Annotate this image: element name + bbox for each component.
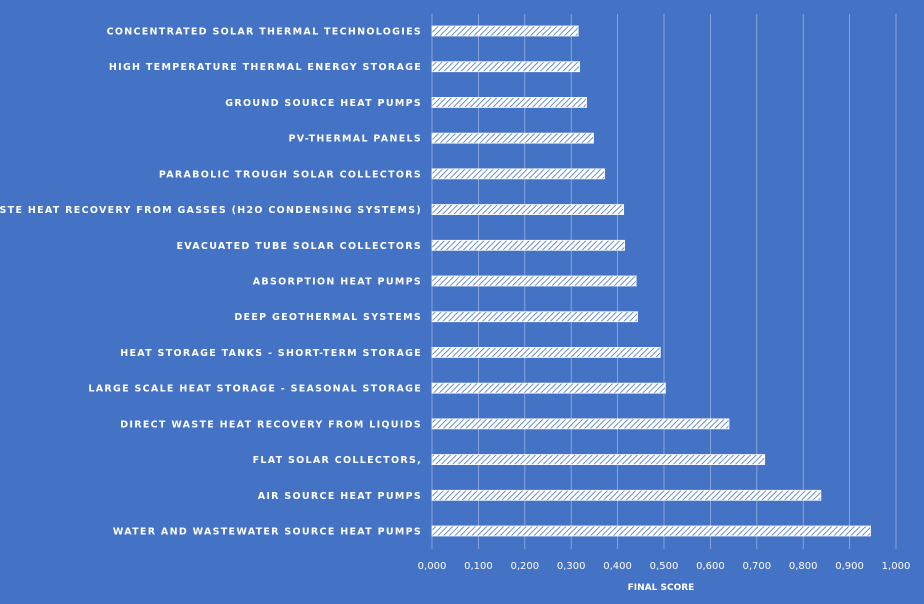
- category-label: GROUND SOURCE HEAT PUMPS: [225, 98, 422, 109]
- x-tick-label: 0,700: [742, 561, 771, 572]
- bar: [431, 311, 638, 323]
- category-label: HIGH TEMPERATURE THERMAL ENERGY STORAGE: [109, 62, 422, 73]
- category-label: FLAT SOLAR COLLECTORS,: [253, 455, 422, 466]
- bar: [431, 204, 625, 215]
- x-tick-label: 0,900: [835, 561, 864, 572]
- x-tick-label: 0,400: [603, 561, 632, 572]
- bar: [431, 168, 606, 180]
- category-label: LT WASTE HEAT RECOVERY FROM GASSES (H2O …: [0, 205, 422, 216]
- bar: [431, 97, 587, 108]
- x-axis-title: FINAL SCORE: [628, 583, 695, 593]
- category-label: ABSORPTION HEAT PUMPS: [253, 277, 422, 288]
- category-label: PARABOLIC TROUGH SOLAR COLLECTORS: [159, 169, 422, 180]
- bar: [431, 454, 766, 465]
- category-label: LARGE SCALE HEAT STORAGE - SEASONAL STOR…: [88, 384, 422, 395]
- category-label: HEAT STORAGE TANKS - SHORT-TERM STORAGE: [120, 348, 422, 359]
- bar: [431, 239, 625, 251]
- category-labels: CONCENTRATED SOLAR THERMAL TECHNOLOGIES H…: [0, 27, 422, 538]
- category-label: WATER AND WASTEWATER SOURCE HEAT PUMPS: [113, 527, 422, 538]
- bar: [431, 525, 871, 537]
- category-label: EVACUATED TUBE SOLAR COLLECTORS: [176, 241, 422, 252]
- x-tick-label: 0,300: [557, 561, 586, 572]
- category-label: DIRECT WASTE HEAT RECOVERY FROM LIQUIDS: [120, 419, 422, 430]
- bar: [431, 489, 822, 501]
- x-tick-label: 0,800: [789, 561, 818, 572]
- x-tick-label: 0,000: [418, 561, 447, 572]
- bar: [431, 382, 666, 394]
- x-tick-label: 0,600: [696, 561, 725, 572]
- x-tick-label: 0,500: [650, 561, 679, 572]
- category-label: DEEP GEOTHERMAL SYSTEMS: [234, 312, 422, 323]
- bar: [431, 418, 730, 430]
- x-tick-label: 1,000: [882, 561, 911, 572]
- bar: [431, 25, 579, 37]
- bar: [431, 275, 637, 287]
- bar: [431, 132, 594, 144]
- category-label: CONCENTRATED SOLAR THERMAL TECHNOLOGIES: [107, 27, 422, 38]
- x-tick-label: 0,100: [464, 561, 493, 572]
- x-tick-labels: 0,000 0,100 0,200 0,300 0,400 0,500 0,600 0,700…: [418, 561, 911, 572]
- category-label: AIR SOURCE HEAT PUMPS: [258, 491, 422, 502]
- bar: [431, 61, 580, 73]
- x-tick-label: 0,200: [510, 561, 539, 572]
- bars: [431, 25, 871, 537]
- category-label: PV-THERMAL PANELS: [289, 134, 422, 145]
- bar: [431, 347, 661, 358]
